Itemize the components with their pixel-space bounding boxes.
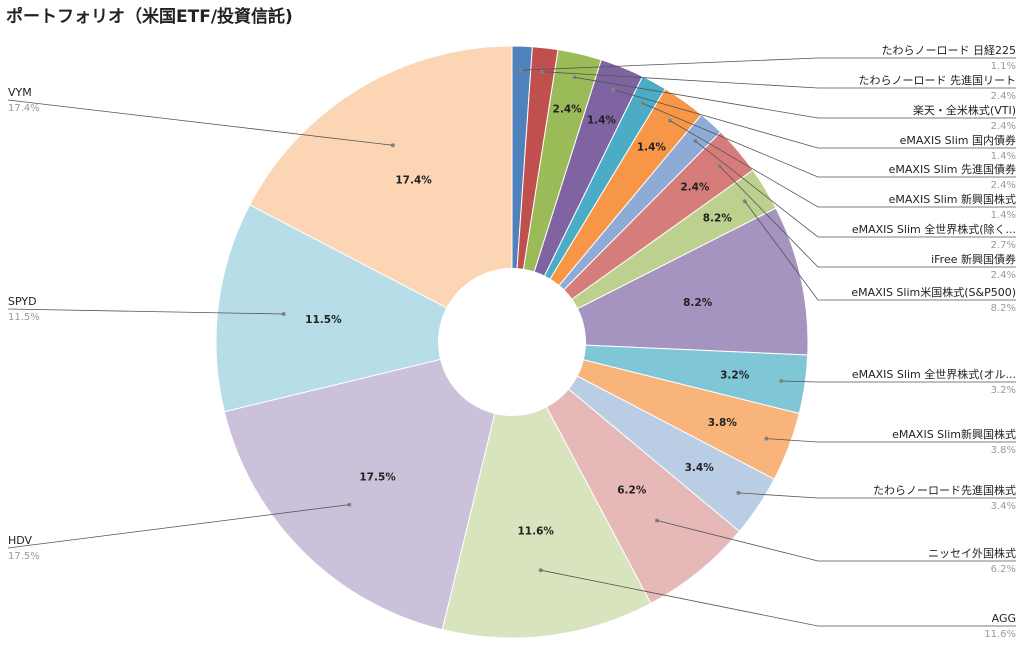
leader-line — [7, 99, 393, 146]
slice-percent-legend: 3.8% — [991, 445, 1016, 456]
leader-line — [542, 71, 1016, 89]
slice-percent-label: 2.4% — [553, 103, 583, 115]
leader-line — [540, 569, 1016, 627]
leader-line — [669, 120, 1016, 208]
slice-percent-label: 11.5% — [305, 314, 342, 326]
slice-name-label: eMAXIS Slim 全世界株式(除く... — [852, 222, 1016, 236]
pie-slice[interactable] — [511, 341, 741, 605]
leader-line — [7, 308, 284, 315]
slice-percent-legend: 2.4% — [991, 91, 1016, 102]
slice-name-label: たわらノーロード 先進国リート — [859, 74, 1017, 87]
slice-percent-legend: 1.4% — [991, 210, 1016, 221]
slice-percent-legend: 8.2% — [991, 303, 1016, 314]
slice-percent-legend: 17.4% — [8, 103, 40, 114]
leader-line — [781, 380, 1016, 383]
pie-slice[interactable] — [510, 207, 809, 356]
pie-slice[interactable] — [215, 204, 514, 413]
slice-percent-legend: 1.1% — [991, 61, 1016, 72]
slice-percent-label: 2.4% — [680, 182, 710, 194]
slice-percent-label: 3.4% — [685, 462, 715, 474]
pie-slice[interactable] — [223, 341, 513, 631]
slice-name-label: たわらノーロード先進国株式 — [873, 483, 1016, 497]
slice-percent-label: 1.4% — [587, 114, 617, 126]
leader-line — [613, 89, 1016, 149]
donut-hole — [438, 268, 586, 416]
leader-line — [719, 165, 1016, 268]
slice-name-label: eMAXIS Slim 国内債券 — [900, 133, 1016, 147]
slice-name-label: SPYD — [8, 295, 37, 308]
slice-name-label: eMAXIS Slim 新興国株式 — [889, 192, 1016, 206]
leader-line — [744, 200, 1016, 301]
leader-line — [642, 103, 1016, 178]
slice-percent-label: 1.4% — [637, 142, 667, 154]
slice-percent-label: 17.5% — [359, 471, 396, 483]
slice-percent-legend: 2.4% — [991, 121, 1016, 132]
slice-name-label: HDV — [8, 534, 33, 547]
slice-percent-label: 17.4% — [395, 175, 432, 187]
slice-name-label: 楽天・全米株式(VTI) — [913, 103, 1016, 117]
pie-slice[interactable] — [249, 45, 513, 343]
slice-percent-label: 8.2% — [703, 213, 733, 225]
leader-line — [766, 438, 1016, 443]
slice-name-label: iFree 新興国債券 — [931, 252, 1016, 266]
slice-name-label: eMAXIS Slim米国株式(S&P500) — [851, 285, 1016, 299]
slice-percent-legend: 2.4% — [991, 180, 1016, 191]
slice-percent-legend: 6.2% — [991, 564, 1016, 575]
slice-percent-label: 3.8% — [708, 417, 738, 429]
slice-name-label: eMAXIS Slim新興国株式 — [892, 427, 1016, 441]
slice-name-label: eMAXIS Slim 全世界株式(オル... — [852, 367, 1016, 381]
chart-title: ポートフォリオ（米国ETF/投資信託) — [6, 6, 293, 27]
slice-name-label: AGG — [992, 612, 1016, 625]
slice-percent-label: 11.6% — [517, 526, 554, 538]
leader-line — [656, 520, 1016, 562]
slice-percent-label: 8.2% — [683, 297, 713, 309]
slice-name-label: VYM — [8, 86, 32, 99]
slice-percent-legend: 3.4% — [991, 501, 1016, 512]
leader-line — [694, 140, 1016, 238]
leader-line — [738, 492, 1016, 499]
slice-name-label: eMAXIS Slim 先進国債券 — [889, 162, 1016, 176]
slice-percent-legend: 2.7% — [991, 240, 1016, 251]
slice-name-label: たわらノーロード 日経225 — [882, 44, 1017, 57]
slice-percent-legend: 11.5% — [8, 312, 40, 323]
slice-percent-label: 3.2% — [720, 369, 750, 381]
slice-percent-legend: 17.5% — [8, 551, 40, 562]
slice-percent-label: 6.2% — [617, 485, 647, 497]
slice-percent-legend: 2.4% — [991, 270, 1016, 281]
slice-percent-legend: 3.2% — [991, 385, 1016, 396]
leader-line — [574, 76, 1016, 119]
slice-name-label: ニッセイ外国株式 — [928, 546, 1016, 560]
leader-line — [7, 504, 350, 549]
slice-percent-legend: 1.4% — [991, 151, 1016, 162]
leader-line — [521, 57, 1016, 71]
slice-percent-legend: 11.6% — [984, 629, 1016, 640]
